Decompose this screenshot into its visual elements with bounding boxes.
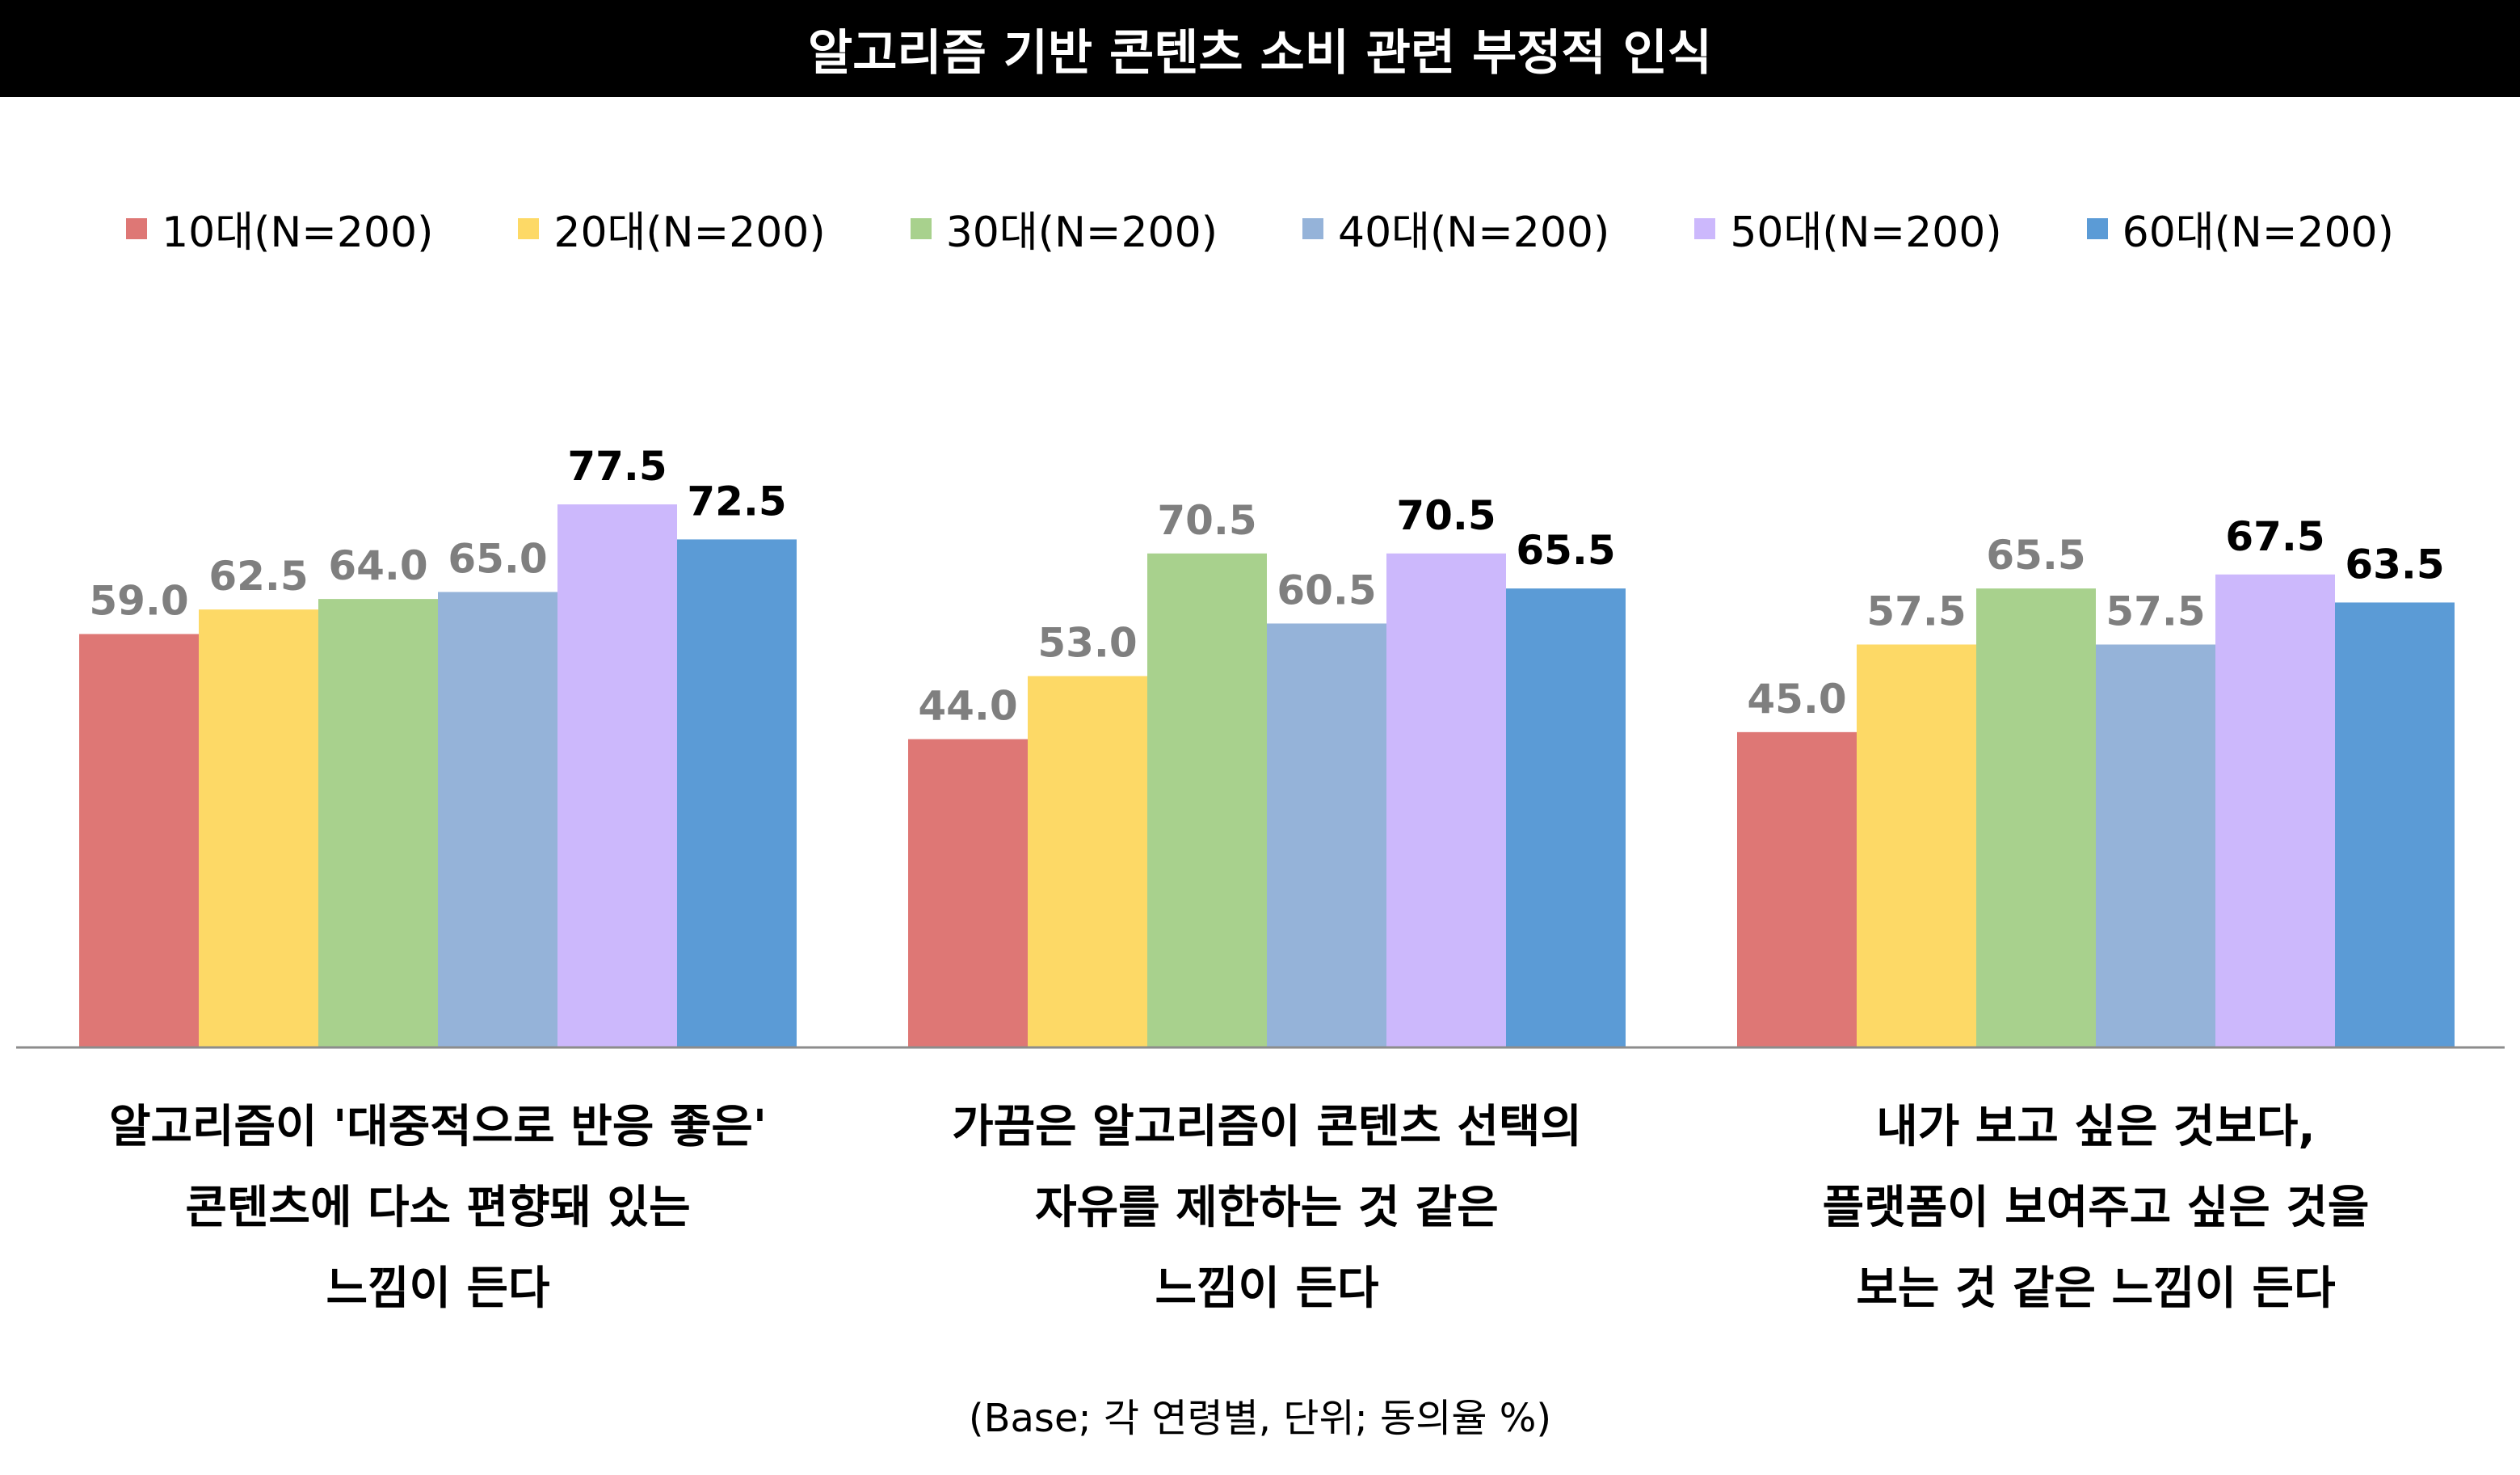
legend-item: 20대(N=200) xyxy=(518,198,826,259)
data-label: 45.0 xyxy=(1747,676,1846,723)
data-label: 57.5 xyxy=(2106,588,2205,634)
data-label: 44.0 xyxy=(918,683,1017,730)
bar xyxy=(1737,731,1857,1047)
footnote: (Base; 각 연령별, 단위; 동의율 %) xyxy=(968,1396,1552,1441)
legend-swatch xyxy=(1302,217,1323,239)
legend-swatch xyxy=(910,217,932,239)
bar xyxy=(908,739,1028,1047)
legend-item: 50대(N=200) xyxy=(1694,198,2002,259)
bar xyxy=(1267,623,1386,1047)
legend-item: 60대(N=200) xyxy=(2086,198,2394,259)
data-label: 70.5 xyxy=(1396,492,1496,539)
data-label: 62.5 xyxy=(208,553,308,600)
bar xyxy=(1506,588,1626,1047)
legend-label: 20대(N=200) xyxy=(553,209,826,257)
data-label: 59.0 xyxy=(89,577,188,624)
legend-label: 60대(N=200) xyxy=(2122,209,2394,257)
category-label: 알고리즘이 '대중적으로 반응 좋은' 콘텐츠에 다소 편향돼 있는 느낌이 든… xyxy=(108,1101,768,1315)
legend-item: 30대(N=200) xyxy=(910,198,1218,259)
legend-swatch xyxy=(1694,217,1716,239)
bar xyxy=(557,504,677,1047)
legend-swatch xyxy=(126,217,148,239)
bar xyxy=(677,539,797,1047)
data-label: 63.5 xyxy=(2345,541,2444,588)
bar xyxy=(1857,644,1976,1047)
bar xyxy=(2335,602,2455,1047)
bar xyxy=(1147,553,1267,1047)
data-label: 65.5 xyxy=(1516,527,1615,574)
legend-label: 30대(N=200) xyxy=(945,209,1218,257)
bar xyxy=(318,599,438,1047)
data-label: 64.0 xyxy=(328,542,427,589)
legend-swatch xyxy=(2086,217,2108,239)
data-label: 53.0 xyxy=(1037,619,1137,666)
bar xyxy=(199,609,318,1047)
data-label: 65.5 xyxy=(1986,532,2085,579)
bar xyxy=(2096,644,2215,1047)
bar xyxy=(1028,676,1147,1047)
legend: 10대(N=200) 20대(N=200) 30대(N=200) 40대(N=200)… xyxy=(0,198,2520,259)
legend-item: 10대(N=200) xyxy=(126,198,433,259)
bar xyxy=(2215,574,2335,1047)
data-label: 60.5 xyxy=(1277,567,1376,613)
data-label: 65.0 xyxy=(448,535,547,582)
legend-item: 40대(N=200) xyxy=(1302,198,1609,259)
bar xyxy=(438,592,557,1047)
legend-swatch xyxy=(518,217,540,239)
chart-title: 알고리즘 기반 콘텐츠 소비 관련 부정적 인식 xyxy=(0,0,2520,97)
legend-label: 50대(N=200) xyxy=(1730,209,2002,257)
data-label: 70.5 xyxy=(1157,497,1256,544)
bar xyxy=(1386,553,1506,1047)
legend-label: 10대(N=200) xyxy=(162,209,434,257)
data-label: 57.5 xyxy=(1866,588,1966,634)
data-label: 72.5 xyxy=(687,478,786,525)
data-label: 67.5 xyxy=(2225,513,2324,560)
category-label: 내가 보고 싶은 것보다, 플랫폼이 보여주고 싶은 것을 보는 것 같은 느낌… xyxy=(1822,1101,2370,1315)
category-label: 가끔은 알고리즘이 콘텐츠 선택의 자유를 제한하는 것 같은 느낌이 든다 xyxy=(952,1101,1582,1315)
data-label: 77.5 xyxy=(567,443,667,490)
bar xyxy=(1976,588,2096,1047)
bar xyxy=(79,634,199,1047)
legend-label: 40대(N=200) xyxy=(1338,209,1610,257)
